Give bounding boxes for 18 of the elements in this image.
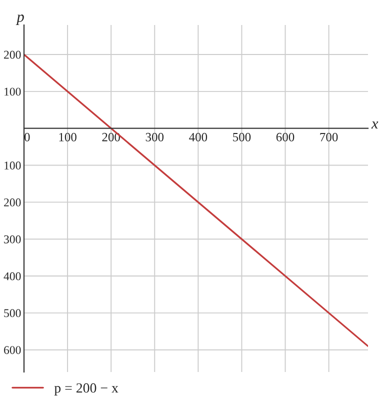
legend-label: p = 200 − x [54,383,118,396]
x-tick-label: 300 [146,132,164,142]
y-tick-label: 500 [4,309,21,318]
x-tick-label: 0 [24,132,30,142]
y-tick-label: 100 [4,162,21,170]
x-tick-label: 500 [233,132,251,142]
y-tick-label: 600 [4,346,21,354]
y-tick-label: 100 [4,88,21,96]
x-tick-label: 700 [320,132,338,142]
y-axis-title: p [16,14,24,25]
y-tick-label: 300 [4,235,21,244]
x-tick-label: 400 [189,132,208,142]
x-tick-label: 600 [276,132,294,142]
x-tick-label: 100 [59,132,76,142]
y-tick-label: 200 [4,198,21,206]
y-tick-label: 200 [4,50,21,59]
x-axis-title: x [371,122,378,129]
y-tick-label: 400 [4,272,21,280]
